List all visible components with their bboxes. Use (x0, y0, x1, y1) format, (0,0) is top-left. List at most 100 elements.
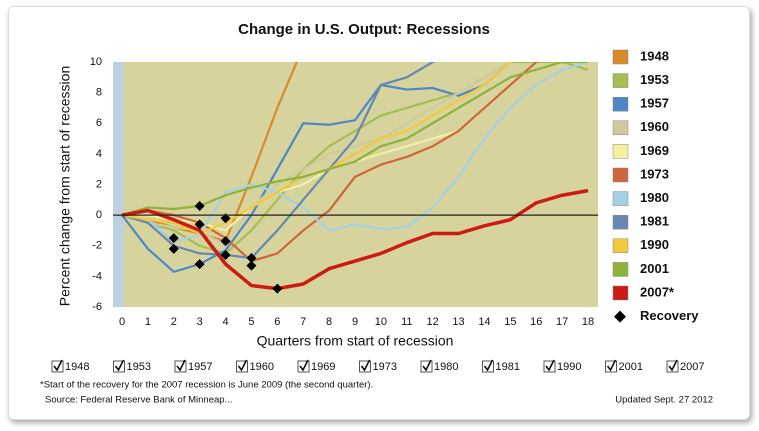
checkmark (360, 359, 371, 372)
x-tick-label: 7 (300, 316, 306, 328)
recovery-marker (168, 233, 179, 244)
checkbox-label[interactable]: 1953 (127, 361, 151, 373)
legend-swatch (612, 285, 629, 301)
checkbox-label[interactable]: 2001 (619, 361, 643, 373)
y-tick-label: 2 (96, 178, 102, 190)
legend-label: 1980 (640, 190, 669, 205)
recovery-marker (246, 260, 257, 271)
x-tick-label: 13 (452, 316, 464, 328)
x-tick-label: 2 (171, 316, 177, 328)
checkmark (53, 359, 63, 372)
recovery-marker (220, 236, 231, 247)
checkbox-label[interactable]: 1948 (65, 361, 89, 373)
legend-label: 1981 (640, 214, 669, 229)
legend-swatch (612, 167, 629, 183)
checkbox[interactable] (113, 360, 125, 373)
checkmark (422, 359, 432, 372)
x-axis-label: Quarters from start of recession (257, 333, 454, 349)
y-tick-label: -4 (92, 270, 102, 282)
x-tick-label: 9 (352, 316, 358, 328)
legend-swatch (614, 310, 626, 323)
x-tick-label: 11 (401, 316, 412, 328)
legend-label: 1957 (640, 96, 669, 111)
y-tick-label: 6 (96, 117, 102, 129)
x-tick-label: 0 (119, 316, 125, 328)
legend-label: 2001 (640, 261, 669, 276)
y-tick-label: 0 (96, 209, 102, 221)
checkbox-label[interactable]: 1973 (373, 361, 397, 373)
x-tick-label: 5 (248, 316, 254, 328)
x-tick-label: 6 (274, 316, 280, 328)
x-tick-label: 16 (530, 316, 542, 328)
legend-swatch (612, 262, 629, 277)
legend-swatch (612, 96, 629, 112)
recovery-marker (246, 253, 257, 263)
recovery-marker (194, 259, 205, 270)
recovery-marker (194, 200, 205, 211)
legend-swatch (612, 214, 629, 230)
checkbox[interactable] (420, 360, 433, 373)
y-tick-label: 10 (90, 56, 102, 68)
x-tick-label: 12 (427, 316, 439, 328)
checkmark (483, 359, 494, 372)
legend-swatch (612, 49, 629, 65)
legend-label: 1953 (640, 72, 669, 87)
legend-swatch (612, 191, 629, 206)
series-line (121, 62, 589, 243)
series-line (121, 188, 589, 291)
legend-label: 1960 (640, 119, 669, 134)
y-tick-label: -2 (92, 240, 102, 252)
x-tick-label: 15 (504, 316, 516, 328)
checkbox[interactable] (482, 360, 494, 373)
legend-swatch (612, 238, 629, 254)
chart-title: Change in U.S. Output: Recessions (238, 21, 490, 38)
x-tick-label: 10 (375, 316, 387, 328)
y-axis-label: Percent change from start of recession (57, 66, 73, 306)
series-line (121, 62, 515, 273)
plot-area (113, 62, 598, 307)
series-line (121, 62, 589, 255)
legend-swatch (612, 144, 629, 159)
recovery-marker (272, 283, 283, 294)
checkmark (545, 359, 555, 372)
checkbox-label[interactable]: 2007 (680, 361, 704, 373)
y-tick-label: 8 (96, 87, 102, 99)
checkbox[interactable] (359, 360, 371, 373)
recovery-marker (194, 219, 205, 230)
checkmark (176, 359, 186, 372)
checkmark (606, 359, 617, 372)
checkbox-label[interactable]: 1960 (250, 361, 274, 373)
checkbox-label[interactable]: 1981 (496, 361, 520, 373)
x-tick-label: 17 (556, 316, 568, 328)
checkbox[interactable] (605, 360, 617, 373)
legend-label: 1948 (640, 48, 669, 63)
checkmark (237, 359, 248, 372)
x-tick-label: 8 (326, 316, 332, 328)
checkbox[interactable] (236, 360, 248, 373)
checkbox[interactable] (543, 360, 556, 373)
checkbox-label[interactable]: 1969 (311, 361, 335, 373)
checkbox[interactable] (666, 360, 679, 373)
source: Source: Federal Reserve Bank of Minneap.… (45, 395, 232, 406)
updated: Updated Sept. 27 2012 (615, 395, 713, 406)
x-tick-label: 4 (222, 316, 228, 328)
y-tick-label: 4 (96, 148, 102, 160)
lines (121, 62, 589, 294)
checkbox-label[interactable]: 1990 (557, 361, 581, 373)
checkbox-label[interactable]: 1957 (188, 361, 212, 373)
x-tick-label: 3 (197, 316, 203, 328)
footnote: *Start of the recovery for the 2007 rece… (40, 380, 373, 391)
legend-label: 2007* (640, 284, 675, 299)
x-tick-label: 18 (582, 316, 594, 328)
checkbox-label[interactable]: 1980 (434, 361, 458, 373)
checkbox[interactable] (51, 360, 64, 373)
checkbox[interactable] (297, 360, 310, 373)
checkbox[interactable] (174, 360, 187, 373)
y-tick-label: -6 (92, 301, 102, 313)
x-tick-label: 1 (145, 316, 151, 328)
checkmark (114, 359, 125, 372)
checkmark (299, 359, 309, 372)
legend-label: 1969 (640, 143, 669, 158)
series-line (121, 62, 541, 263)
